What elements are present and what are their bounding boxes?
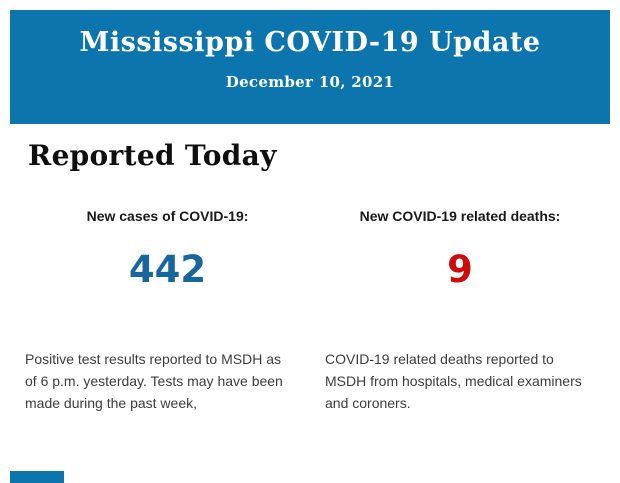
- description-line: of 6 p.m. yesterday. Tests may have been: [25, 373, 283, 389]
- section-heading: Reported Today: [28, 139, 277, 172]
- new-cases-label: New cases of COVID-19:: [86, 208, 249, 224]
- next-section-banner-fragment: [10, 471, 64, 483]
- page-title: Mississippi COVID-19 Update: [79, 27, 541, 58]
- report-date: December 10, 2021: [225, 73, 395, 91]
- description-line: and coroners.: [325, 395, 411, 411]
- new-deaths-value: 9: [447, 248, 473, 291]
- new-cases-description: Positive test results reported to MSDH a…: [25, 348, 310, 414]
- header-banner: Mississippi COVID-19 Update December 10,…: [10, 10, 610, 124]
- description-line: COVID-19 related deaths reported to: [325, 351, 554, 367]
- stat-new-cases: New cases of COVID-19: 442 Positive test…: [25, 208, 310, 414]
- description-line: made during the past week,: [25, 395, 197, 411]
- description-line: Positive test results reported to MSDH a…: [25, 351, 281, 367]
- stat-new-deaths: New COVID-19 related deaths: 9 COVID-19 …: [325, 208, 595, 414]
- new-deaths-description: COVID-19 related deaths reported to MSDH…: [325, 348, 595, 414]
- stats-grid: New cases of COVID-19: 442 Positive test…: [25, 208, 595, 414]
- new-deaths-label: New COVID-19 related deaths:: [359, 208, 561, 224]
- description-line: MSDH from hospitals, medical examiners: [325, 373, 582, 389]
- new-cases-value: 442: [128, 248, 207, 291]
